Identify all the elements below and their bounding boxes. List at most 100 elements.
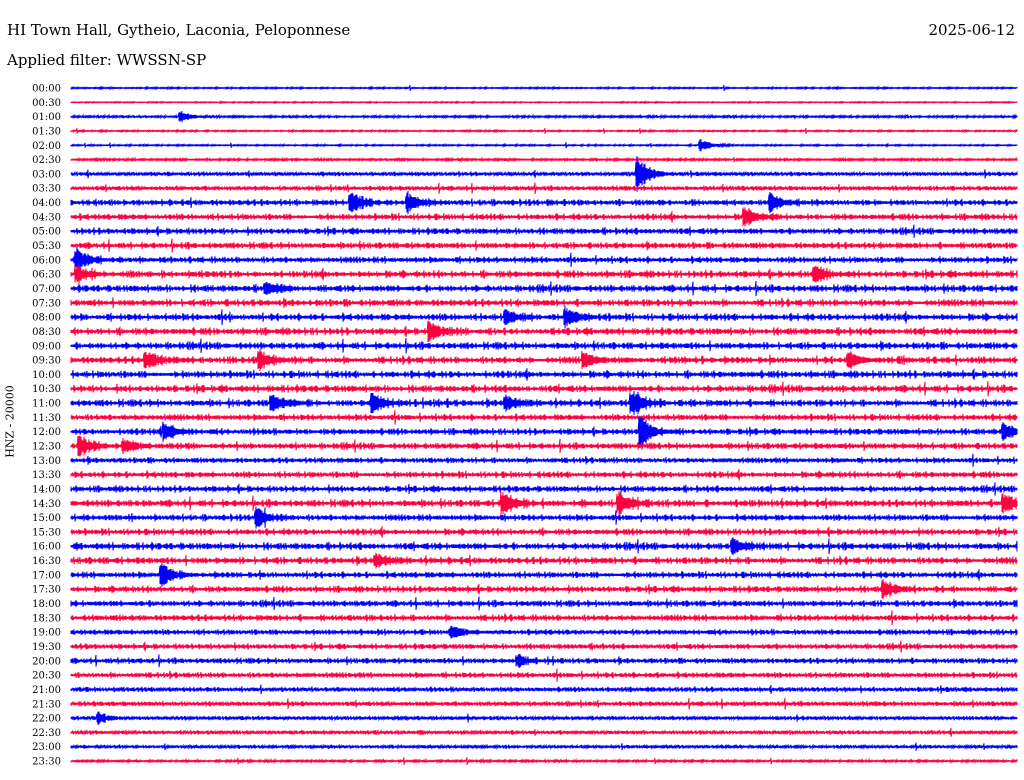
- row-time-label: 15:00: [32, 513, 61, 524]
- filter-label: Applied filter: WWSSN-SP: [7, 51, 207, 69]
- trace-line-1030: [70, 381, 1018, 397]
- trace-line-2200: [70, 711, 1018, 725]
- row-time-label: 11:30: [32, 413, 61, 424]
- trace-line-0100: [70, 110, 1018, 123]
- trace-line-1430: [70, 491, 1018, 516]
- trace-line-0930: [70, 349, 1018, 372]
- trace-line-0630: [70, 264, 1018, 284]
- trace-line-2230: [70, 727, 1018, 737]
- row-time-label: 21:30: [32, 699, 61, 710]
- trace-line-0300: [70, 156, 1018, 192]
- row-time-label: 08:00: [32, 313, 61, 324]
- row-time-label: 12:00: [32, 427, 61, 438]
- trace-line-0700: [70, 280, 1018, 297]
- row-time-label: 06:30: [32, 270, 61, 281]
- row-time-label: 15:30: [32, 527, 61, 538]
- trace-line-0000: [70, 84, 1018, 92]
- row-time-label: 11:00: [32, 399, 61, 410]
- row-time-label: 18:00: [32, 599, 61, 610]
- trace-line-0600: [70, 246, 1018, 273]
- row-time-label: 07:00: [32, 284, 61, 295]
- row-time-label: 10:00: [32, 370, 61, 381]
- row-time-label: 09:00: [32, 341, 61, 352]
- row-time-label: 21:00: [32, 685, 61, 696]
- row-time-label: 01:30: [32, 126, 61, 137]
- row-time-label: 00:00: [32, 84, 61, 95]
- trace-line-0430: [70, 207, 1018, 227]
- trace-line-1400: [70, 482, 1018, 496]
- trace-line-1900: [70, 625, 1018, 639]
- trace-line-0800: [70, 305, 1018, 329]
- trace-line-0230: [70, 156, 1018, 164]
- row-time-label: 22:00: [32, 714, 61, 725]
- trace-line-1930: [70, 640, 1018, 653]
- trace-line-1130: [70, 410, 1018, 425]
- row-time-label: 03:00: [32, 169, 61, 180]
- row-time-label: 13:30: [32, 470, 61, 481]
- trace-line-0500: [70, 224, 1018, 238]
- row-time-label: 01:00: [32, 112, 61, 123]
- row-time-label: 16:30: [32, 556, 61, 567]
- trace-line-1000: [70, 368, 1018, 381]
- row-time-label: 19:00: [32, 628, 61, 639]
- trace-line-0130: [70, 127, 1018, 135]
- row-time-label: 23:00: [32, 742, 61, 753]
- row-time-label: 18:30: [32, 613, 61, 624]
- row-time-label: 06:00: [32, 255, 61, 266]
- row-time-label: 17:00: [32, 570, 61, 581]
- trace-line-0200: [70, 139, 1018, 152]
- trace-line-1800: [70, 596, 1018, 611]
- row-time-label: 23:30: [32, 757, 61, 768]
- trace-line-1830: [70, 610, 1018, 626]
- trace-line-2030: [70, 668, 1018, 682]
- row-time-label: 19:30: [32, 642, 61, 653]
- trace-line-1600: [70, 537, 1018, 556]
- trace-line-0400: [70, 190, 1018, 215]
- trace-line-2000: [70, 653, 1018, 668]
- row-time-label: 05:30: [32, 241, 61, 252]
- row-time-label: 22:30: [32, 728, 61, 739]
- trace-line-2100: [70, 684, 1018, 695]
- trace-line-0330: [70, 182, 1018, 195]
- row-time-label: 00:30: [32, 98, 61, 109]
- row-time-label: 04:30: [32, 212, 61, 223]
- station-title: HI Town Hall, Gytheio, Laconia, Peloponn…: [7, 21, 351, 39]
- trace-line-1700: [70, 563, 1018, 587]
- trace-line-1730: [70, 578, 1018, 600]
- row-time-label: 14:00: [32, 484, 61, 495]
- row-time-label: 16:00: [32, 542, 61, 553]
- trace-line-1330: [70, 468, 1018, 481]
- trace-line-2300: [70, 742, 1018, 751]
- trace-line-2130: [70, 697, 1018, 710]
- row-time-label: 12:30: [32, 442, 61, 453]
- row-time-label: 14:30: [32, 499, 61, 510]
- row-time-label: 09:30: [32, 356, 61, 367]
- row-time-label: 17:30: [32, 585, 61, 596]
- trace-line-1500: [70, 506, 1018, 529]
- row-time-label: 04:00: [32, 198, 61, 209]
- row-time-label: 07:30: [32, 298, 61, 309]
- trace-line-1230: [70, 435, 1018, 457]
- row-time-label: 02:30: [32, 155, 61, 166]
- trace-line-0830: [70, 320, 1018, 343]
- trace-line-1100: [70, 390, 1018, 416]
- trace-line-0530: [70, 238, 1018, 253]
- row-time-label: 08:30: [32, 327, 61, 338]
- date-label: 2025-06-12: [928, 21, 1015, 39]
- trace-line-1200: [70, 416, 1018, 447]
- row-time-label: 10:30: [32, 384, 61, 395]
- trace-line-0030: [70, 100, 1018, 105]
- row-time-label: 20:30: [32, 671, 61, 682]
- row-time-label: 20:00: [32, 656, 61, 667]
- trace-line-1300: [70, 453, 1018, 467]
- row-time-label: 02:00: [32, 141, 61, 152]
- trace-line-0730: [70, 297, 1018, 309]
- trace-line-0900: [70, 338, 1018, 354]
- row-time-label: 13:00: [32, 456, 61, 467]
- row-time-label: 03:30: [32, 184, 61, 195]
- row-time-label: 05:00: [32, 227, 61, 238]
- trace-line-1530: [70, 526, 1018, 538]
- trace-line-2330: [70, 757, 1018, 766]
- trace-line-1630: [70, 552, 1018, 569]
